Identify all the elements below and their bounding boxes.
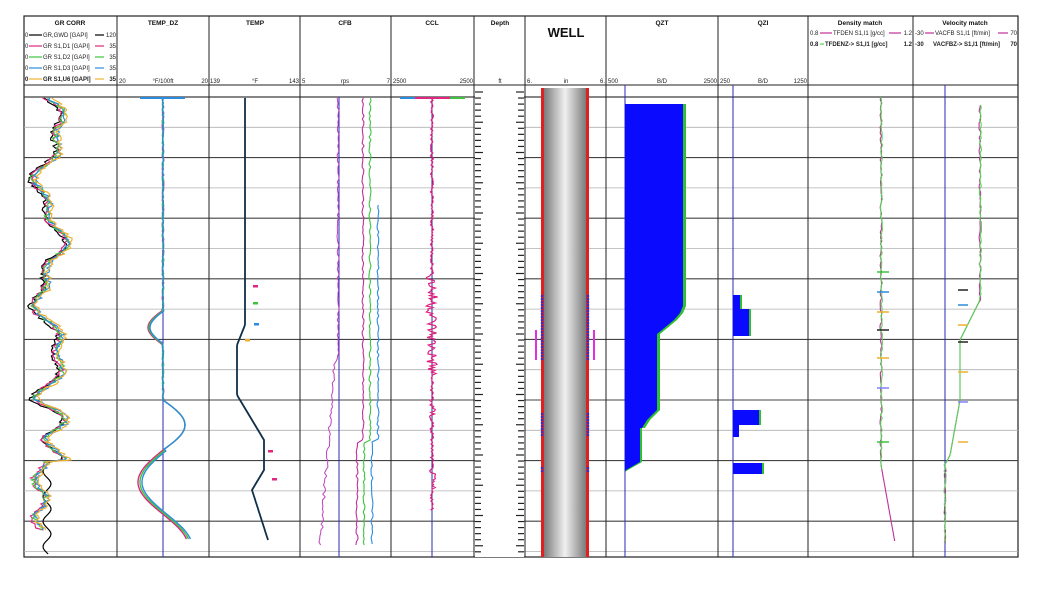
curve-label: GR S1,D2 [GAPI] [43,55,90,61]
scale-min: -30 [915,31,924,37]
scale-max: 35 [109,55,116,61]
track-separators [116,16,914,557]
track-title-depth: Depth [491,20,509,27]
perforations [540,294,590,473]
header-qzi[interactable]: QZI 250 B/D 1250 [720,20,808,85]
track-temp-dz [137,97,192,557]
track-title-ccl: CCL [425,20,438,27]
header-gr-corr[interactable]: GR CORR 0 GR,GWD [GAPI] 120 0 GR S1,D1 [GAPI… [25,20,117,83]
gr-curve [29,97,70,531]
gr-curve [31,97,71,531]
curve-label: VACFB S1,I1 [ft/min] [935,31,990,37]
track-qzi [732,85,764,557]
scale-max: 70 [1010,42,1017,48]
track-ccl [400,97,465,557]
scale-max: 20 [201,79,208,85]
scale-max: 35 [109,66,116,72]
header-ccl[interactable]: CCL 2500 2500 [393,20,474,85]
header-density-match[interactable]: Density match 0.8 TFDEN S1,I1 [g/cc] 1.2… [810,20,913,48]
scale-unit: rps [341,79,349,85]
track-temp [236,98,277,541]
track-qzt [624,85,686,557]
scale-unit: B/D [758,79,769,85]
track-title-cfb: CFB [338,20,352,27]
scale-max: 2500 [460,79,474,85]
curve-label: GR S1,D1 [GAPI] [43,44,90,50]
scale-min: 139 [210,79,221,85]
qzi-bar [733,295,740,309]
scale-max: 35 [109,77,116,83]
scale-max: 35 [109,44,116,50]
gr-curve [27,97,68,555]
header-temp-dz[interactable]: TEMP_DZ 20 °F/100ft 20 [119,20,209,85]
header-temp[interactable]: TEMP 139 °F 143 [210,20,300,85]
track-title-qzt: QZT [656,20,669,27]
scale-unit: °F/100ft [152,79,173,85]
scale-min: 5 [302,79,306,85]
scale-max: 1.2 [904,31,913,37]
scale-min: 20 [119,79,126,85]
scale-unit: B/D [657,79,668,85]
qzt-profile [625,104,683,472]
scale-min: 6. [527,79,532,85]
track-title-temp-dz: TEMP_DZ [148,20,178,27]
scale-min: 0 [25,66,29,72]
qzi-bar [733,410,759,425]
scale-min: 0.8 [810,31,819,37]
curve-label: GR,GWD [GAPI] [43,33,88,39]
gr-curve [32,97,73,531]
track-cfb [318,97,380,557]
header-well[interactable]: WELL 6. in 6. [527,25,605,85]
curve-label: TFDENZ-> S1,I1 [g/cc] [825,42,888,48]
tubing [541,88,589,557]
curve-label: TFDEN S1,I1 [g/cc] [833,31,885,37]
qzi-bar [733,463,762,474]
track-title-qzi: QZI [758,20,769,27]
track-well-schematic [535,88,595,557]
track-density-match [877,96,896,542]
header-cfb[interactable]: CFB 5 rps 7 [302,20,391,85]
track-depth [475,88,524,557]
scale-max: 143 [289,79,300,85]
scale-min: 0 [25,55,29,61]
scale-max: 70 [1010,31,1017,37]
scale-min: 250 [720,79,731,85]
scale-max: 2500 [704,79,718,85]
qzi-bar [733,425,739,437]
curve-label: GR S1,D3 [GAPI] [43,66,90,72]
scale-max: 1250 [794,79,808,85]
scale-max: 7 [387,79,391,85]
qzi-bar [733,309,749,336]
curve-label: GR S1,U6 [GAPI] [43,77,91,83]
header-qzt[interactable]: QZT 500 B/D 2500 [608,20,718,85]
scale-unit: in [564,79,569,85]
scale-unit: ft [498,79,502,85]
track-title-density: Density match [838,20,882,27]
track-gr-corr [27,97,73,555]
packer-right [593,330,595,360]
scale-min: 500 [608,79,619,85]
scale-min: -30 [915,42,924,48]
track-title-gr-corr: GR CORR [55,20,86,27]
track-title-temp: TEMP [246,20,265,27]
scale-max: 6. [600,79,605,85]
track-title-well: WELL [548,25,585,40]
track-velocity-match [943,85,983,557]
header-depth[interactable]: Depth ft [491,20,509,85]
scale-max: 1.2 [904,42,913,48]
scale-min: 0.8 [810,42,819,48]
curve-label: VACFBZ-> S1,I1 [ft/min] [933,42,1000,48]
scale-min: 2500 [393,79,407,85]
track-title-velocity: Velocity match [942,20,988,27]
header-velocity-match[interactable]: Velocity match -30 VACFB S1,I1 [ft/min] … [915,20,1018,48]
scale-min: 0 [25,77,29,83]
scale-min: 0 [25,44,29,50]
scale-unit: °F [252,79,258,85]
scale-max: 120 [106,33,117,39]
scale-min: 0 [25,33,29,39]
packer-left [535,330,537,360]
